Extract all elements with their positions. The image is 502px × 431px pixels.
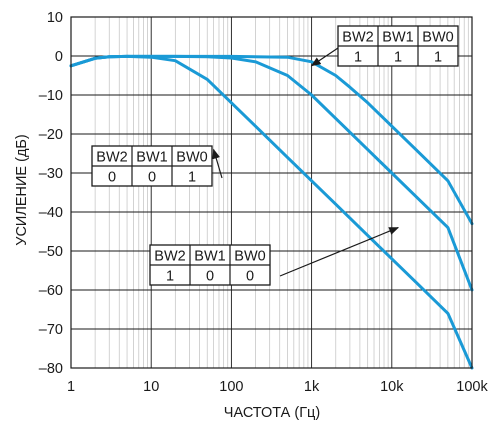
annotation-arrow bbox=[279, 227, 400, 277]
y-tick-label: 0 bbox=[55, 49, 63, 65]
y-tick-label: –40 bbox=[39, 205, 63, 221]
annotation-arrow bbox=[310, 47, 339, 67]
axis-ticks: 1 10 100 1k 10k 100k100–10–20–30–40–50–60–70–… bbox=[39, 10, 489, 395]
table-header-cell: BW2 bbox=[342, 30, 373, 46]
table-value-cell: 1 bbox=[394, 50, 402, 66]
table-value-cell: 0 bbox=[206, 269, 214, 285]
bw-table-3: BW2 BW1 BW0 1 0 0 bbox=[149, 227, 400, 286]
y-tick-label: –70 bbox=[39, 322, 63, 338]
x-axis-title: ЧАСТОТА (Гц) bbox=[224, 405, 320, 421]
table-header-cell: BW1 bbox=[194, 249, 225, 265]
table-value-cell: 0 bbox=[148, 170, 156, 186]
y-tick-label: –10 bbox=[39, 88, 63, 104]
table-header-cell: BW0 bbox=[176, 150, 207, 166]
annotations: BW2 BW1 BW0 1 1 1 BW2 BW1 BW0 0 0 1 BW2 BW1 BW0 1 0 0 bbox=[91, 25, 459, 286]
table-value-cell: 1 bbox=[166, 269, 174, 285]
table-header-cell: BW1 bbox=[136, 150, 167, 166]
bw-table-2: BW2 BW1 BW0 0 0 1 bbox=[91, 145, 223, 187]
x-tick-label: 100 bbox=[219, 379, 243, 395]
table-header-cell: BW0 bbox=[422, 30, 453, 46]
y-tick-label: –20 bbox=[39, 127, 63, 143]
table-header-cell: BW1 bbox=[382, 30, 413, 46]
y-axis-title: УСИЛЕНИЕ (дБ) bbox=[14, 134, 30, 246]
y-tick-label: 10 bbox=[47, 10, 63, 26]
table-value-cell: 0 bbox=[108, 170, 116, 186]
table-header-cell: BW0 bbox=[234, 249, 265, 265]
table-value-cell: 1 bbox=[434, 50, 442, 66]
x-tick-label: 100k bbox=[456, 379, 488, 395]
x-tick-label: 10k bbox=[380, 379, 404, 395]
series-line-3 bbox=[69, 54, 474, 226]
table-header-cell: BW2 bbox=[154, 249, 185, 265]
y-tick-label: –80 bbox=[39, 361, 63, 377]
annotation-arrow bbox=[212, 148, 223, 179]
x-tick-label: 1 bbox=[67, 379, 75, 395]
table-value-cell: 0 bbox=[246, 269, 254, 285]
plot-frame bbox=[70, 16, 473, 369]
y-tick-label: –50 bbox=[39, 244, 63, 260]
table-header-cell: BW2 bbox=[96, 150, 127, 166]
y-tick-label: –60 bbox=[39, 283, 63, 299]
y-tick-label: –30 bbox=[39, 166, 63, 182]
series-lines bbox=[69, 54, 474, 370]
x-tick-label: 10 bbox=[143, 379, 159, 395]
table-value-cell: 1 bbox=[188, 170, 196, 186]
table-value-cell: 1 bbox=[354, 50, 362, 66]
x-tick-label: 1k bbox=[304, 379, 320, 395]
minor-gridlines bbox=[94, 17, 469, 368]
bw-table-1: BW2 BW1 BW0 1 1 1 bbox=[310, 25, 459, 67]
